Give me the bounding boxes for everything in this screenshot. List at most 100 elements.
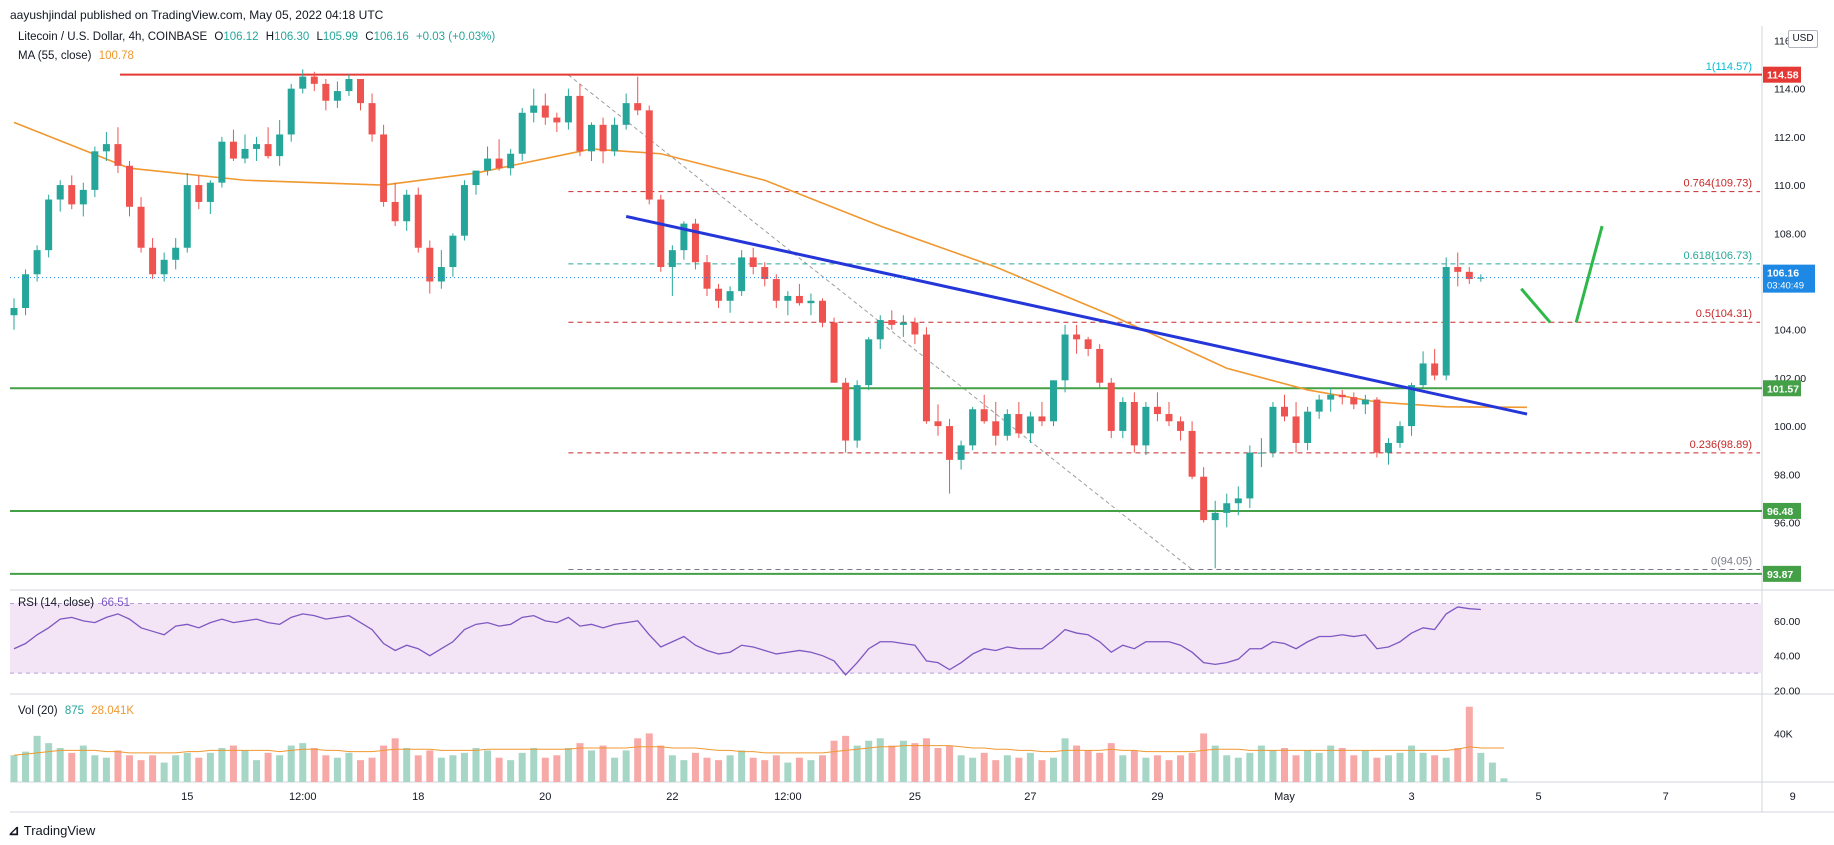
volume-bar [472, 748, 480, 782]
candle-body [830, 322, 838, 383]
price-level-tag [1763, 502, 1801, 519]
volume-bar [56, 748, 64, 782]
candle-body [253, 144, 261, 149]
symbol-name: Litecoin / U.S. Dollar, 4h, COINBASE [18, 31, 208, 43]
volume-legend: Vol (20) 875 28.041K [18, 705, 138, 717]
volume-bar [749, 757, 757, 782]
volume-bar [1211, 745, 1219, 782]
price-level-tag-label: 114.58 [1767, 70, 1799, 82]
rsi-tick-label: 40.00 [1774, 651, 1800, 663]
fib-level-label: 1(114.57) [1706, 61, 1752, 73]
volume-bar [807, 760, 815, 782]
volume-bar [33, 735, 41, 782]
volume-bar [126, 755, 133, 782]
candle-body [1153, 406, 1161, 415]
tradingview-brand[interactable]: ⊿ TradingView [8, 822, 95, 839]
rsi-value: 66.51 [101, 597, 131, 609]
ohlc-close: C106.16 [365, 31, 409, 43]
candle-body [657, 199, 665, 268]
candle-body [876, 320, 884, 340]
volume-bar [449, 755, 457, 782]
candle-body [160, 259, 168, 275]
volume-bar [183, 752, 191, 782]
candle-body [495, 158, 503, 169]
symbol-legend: Litecoin / U.S. Dollar, 4h, COINBASE O10… [18, 31, 499, 43]
candle-body [1327, 394, 1335, 400]
volume-bar [830, 740, 838, 782]
projection-arrow-down [1520, 287, 1552, 324]
candle-body [126, 165, 133, 207]
volume-bar [553, 755, 561, 782]
volume-bar [980, 752, 988, 782]
candle-body [738, 257, 746, 292]
candle-body [218, 141, 226, 183]
volume-bar [899, 740, 907, 782]
volume-bar [1119, 755, 1127, 782]
volume-bar [795, 757, 803, 782]
candle-body [1304, 411, 1312, 443]
currency-button[interactable]: USD [1788, 30, 1818, 48]
ma-legend: MA (55, close) 100.78 [18, 50, 138, 62]
candle-body [299, 76, 307, 89]
candle-body [680, 223, 688, 251]
candle-body [1465, 271, 1473, 280]
candle-body [726, 291, 734, 301]
volume-bar [1500, 778, 1508, 782]
volume-bar [484, 750, 492, 782]
time-tick-label: 5 [1536, 791, 1542, 803]
rsi-label: RSI (14, close) [18, 597, 95, 609]
volume-bar [1396, 752, 1404, 782]
volume-bar [911, 743, 919, 782]
volume-bar [1384, 755, 1392, 782]
volume-bar [634, 738, 642, 782]
volume-bar [946, 745, 954, 782]
volume-bar [1373, 757, 1381, 782]
candle-body [1165, 414, 1173, 422]
candle-body [183, 185, 191, 248]
ohlc-change: +0.03 (+0.03%) [415, 31, 496, 43]
candle-body [576, 95, 584, 152]
rsi-tick-label: 60.00 [1774, 616, 1800, 628]
volume-bar [137, 760, 145, 782]
volume-bar [784, 762, 792, 782]
volume-bar [876, 738, 884, 782]
volume-bar [206, 752, 214, 782]
candle-body [1419, 363, 1427, 386]
volume-bar [668, 755, 676, 782]
candle-body [229, 141, 237, 159]
candle-body [426, 247, 434, 282]
candle-body [1246, 452, 1254, 499]
volume-bar [1015, 757, 1023, 782]
price-tick-label: 100.00 [1774, 421, 1806, 433]
candle-body [1338, 394, 1346, 398]
candle-body [391, 201, 399, 222]
time-tick-label: 27 [1024, 791, 1036, 803]
volume-bar [426, 750, 434, 782]
volume-bar [10, 755, 18, 782]
volume-bar [1488, 762, 1496, 782]
candle-body [1408, 385, 1416, 427]
candle-body [1361, 399, 1369, 405]
volume-bar [1257, 745, 1265, 782]
candle-body [507, 153, 515, 169]
volume-bar [1003, 755, 1011, 782]
price-level-tag-label: 96.48 [1767, 506, 1793, 518]
time-tick-label: 12:00 [774, 791, 802, 803]
price-tick-label: 98.00 [1774, 469, 1800, 481]
ma-label: MA (55, close) [18, 50, 92, 62]
volume-bar [599, 745, 607, 782]
volume-bar [1419, 752, 1427, 782]
candle-body [333, 91, 341, 101]
last-price-tag [1763, 264, 1815, 293]
price-level-tag-label: 101.57 [1767, 383, 1799, 395]
candle-body [449, 235, 457, 268]
time-tick-label: May [1274, 791, 1295, 803]
candle-body [1431, 363, 1439, 376]
volume-bar [299, 743, 307, 782]
volume-bar [403, 748, 411, 782]
candle-body [992, 421, 1000, 436]
candle-body [472, 170, 480, 186]
time-tick-label: 29 [1151, 791, 1163, 803]
volume-bar [819, 755, 826, 782]
